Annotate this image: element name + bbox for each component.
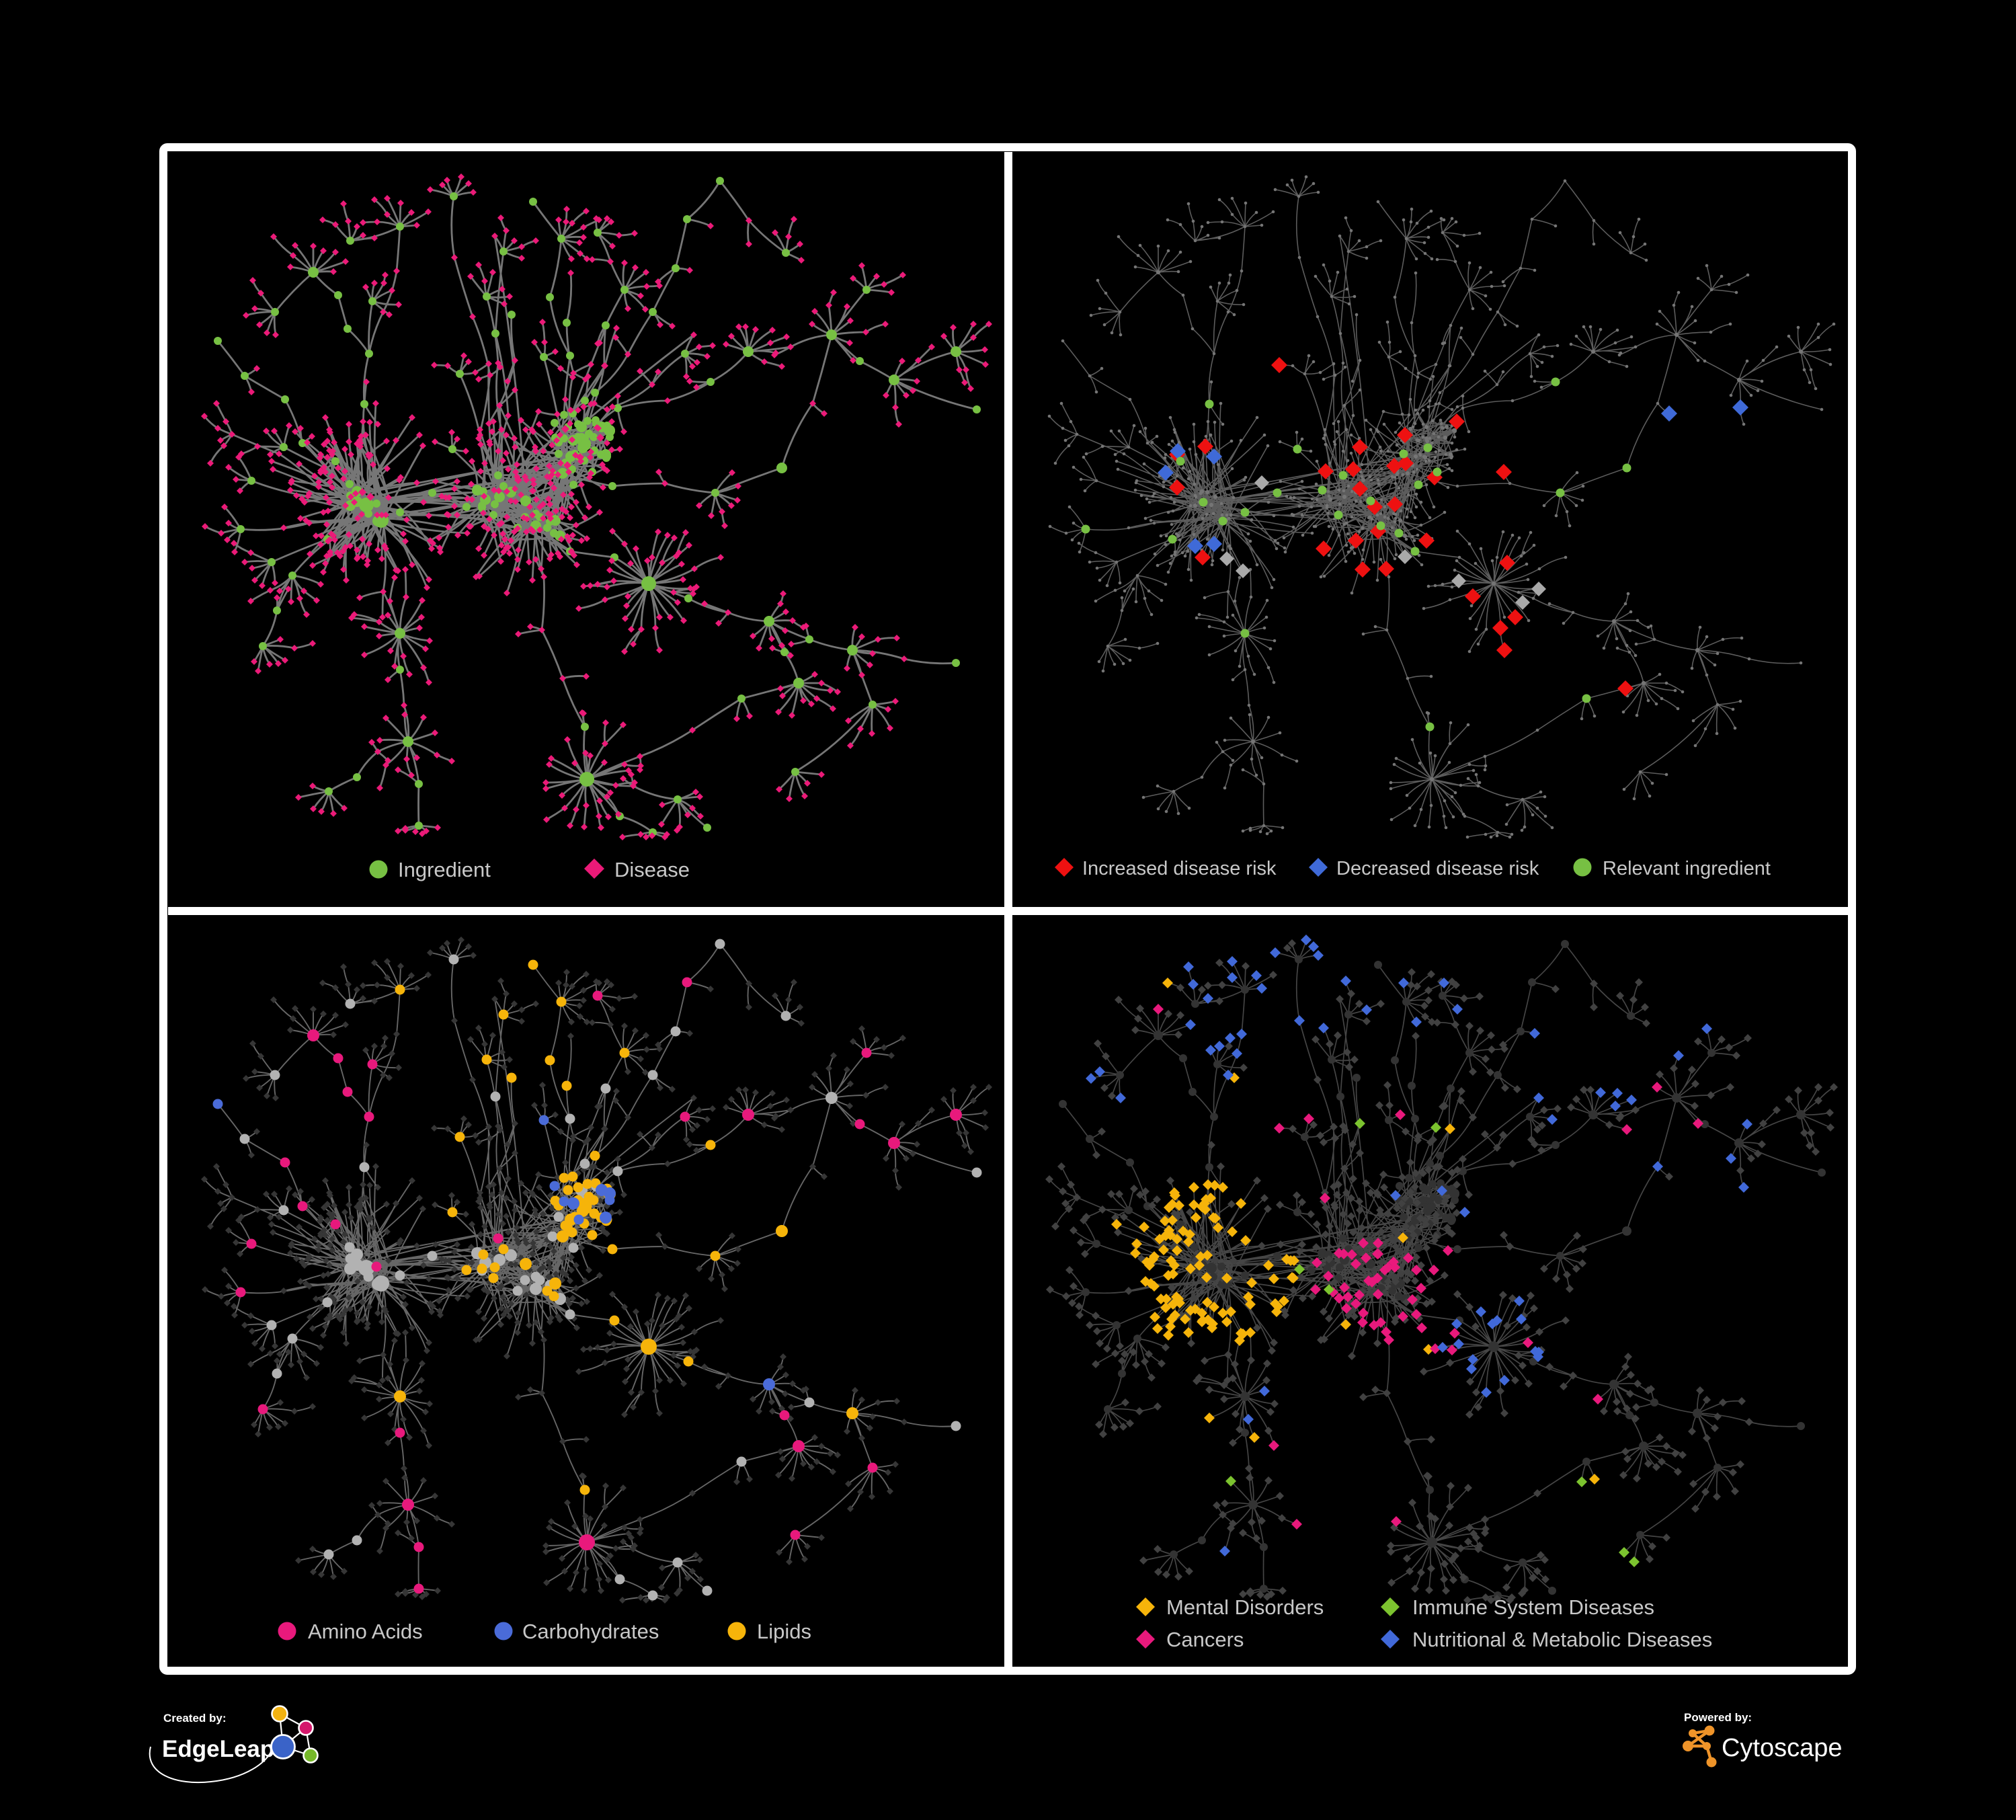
svg-text:Cancers: Cancers — [1166, 1628, 1244, 1651]
svg-text:Nutritional & Metabolic Diseas: Nutritional & Metabolic Diseases — [1412, 1628, 1712, 1651]
svg-text:Created by:: Created by: — [163, 1712, 227, 1725]
svg-text:Carbohydrates: Carbohydrates — [522, 1620, 659, 1643]
svg-text:Mental Disorders: Mental Disorders — [1166, 1595, 1324, 1619]
svg-text:Cytoscape: Cytoscape — [1722, 1734, 1843, 1762]
svg-text:Relevant ingredient: Relevant ingredient — [1603, 858, 1771, 879]
svg-text:Disease: Disease — [614, 858, 690, 881]
svg-text:Amino Acids: Amino Acids — [308, 1620, 423, 1643]
svg-text:Powered by:: Powered by: — [1684, 1711, 1752, 1724]
svg-text:Ingredient: Ingredient — [398, 858, 491, 881]
svg-text:EdgeLeap: EdgeLeap — [162, 1736, 274, 1762]
svg-text:Decreased disease risk: Decreased disease risk — [1336, 858, 1539, 879]
svg-text:Lipids: Lipids — [757, 1620, 811, 1643]
svg-text:Increased disease risk: Increased disease risk — [1082, 858, 1277, 879]
svg-text:Immune System Diseases: Immune System Diseases — [1412, 1595, 1654, 1619]
